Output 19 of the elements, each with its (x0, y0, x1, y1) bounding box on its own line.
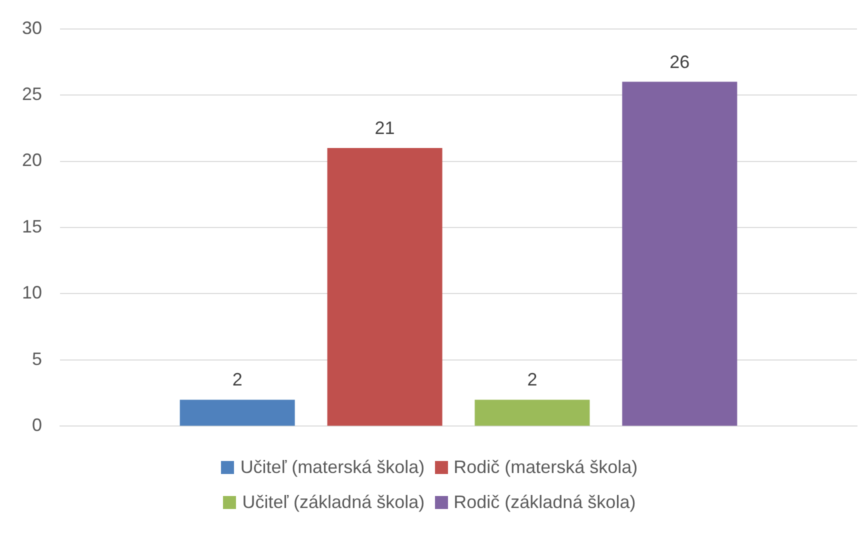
data-label: 2 (527, 370, 538, 390)
bar (622, 82, 738, 426)
data-label: 26 (670, 52, 690, 72)
bar (180, 400, 295, 426)
bar (327, 148, 442, 426)
y-tick-label: 30 (22, 18, 42, 38)
data-label: 2 (232, 370, 242, 390)
y-tick-label: 20 (22, 150, 42, 170)
data-label: 21 (374, 118, 395, 138)
legend-label: Rodič (materská škola) (454, 457, 638, 478)
y-tick-label: 5 (32, 348, 42, 369)
legend-label: Rodič (základná škola) (454, 492, 636, 513)
y-tick-label: 0 (32, 415, 42, 436)
y-tick-label: 10 (22, 282, 42, 303)
bar (474, 400, 590, 426)
legend-label: Učiteľ (základná škola) (242, 492, 425, 513)
y-tick-label: 15 (22, 216, 42, 236)
y-tick-label: 25 (22, 84, 42, 104)
legend-label: Učiteľ (materská škola) (240, 457, 425, 478)
